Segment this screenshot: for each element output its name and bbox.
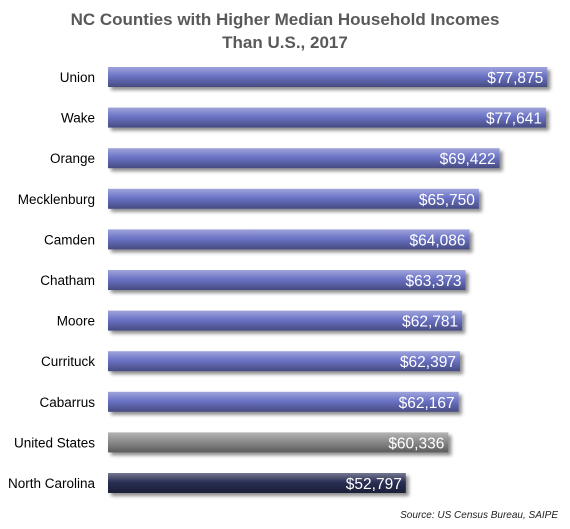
bar <box>108 107 546 128</box>
bar <box>108 67 548 87</box>
value-label: $69,422 <box>440 151 496 168</box>
value-label: $77,641 <box>486 111 542 128</box>
bar <box>108 148 500 169</box>
category-label: Cabarrus <box>39 395 95 410</box>
value-label: $63,373 <box>405 273 461 290</box>
bar <box>108 310 463 331</box>
category-label: North Carolina <box>8 476 96 491</box>
chart-title: NC Counties with Higher Median Household… <box>0 8 570 54</box>
category-label: Chatham <box>40 273 95 288</box>
value-label: $77,875 <box>487 70 543 87</box>
bar <box>108 432 449 453</box>
bars-layer: Union $77,875 Wake $77,641 Orange $69,422 Meck… <box>8 67 548 493</box>
bar <box>108 270 466 290</box>
category-label: Currituck <box>41 354 95 369</box>
value-label: $62,167 <box>399 395 455 412</box>
category-label: Wake <box>61 111 95 126</box>
category-label: Moore <box>57 314 95 329</box>
chart-title-line1: NC Counties with Higher Median Household… <box>70 10 500 29</box>
category-label: Union <box>60 70 95 85</box>
bar <box>108 391 459 412</box>
value-label: $65,750 <box>419 192 475 209</box>
bar <box>108 351 460 372</box>
source-note: Source: US Census Bureau, SAIPE <box>400 510 558 521</box>
category-label: Mecklenburg <box>18 192 95 207</box>
bar <box>108 473 406 493</box>
value-label: $62,781 <box>402 314 458 331</box>
bar <box>108 188 479 209</box>
value-label: $60,336 <box>388 435 444 452</box>
value-label: $62,397 <box>400 354 456 371</box>
category-label: Orange <box>50 151 95 166</box>
value-label: $64,086 <box>409 232 465 249</box>
category-label: Camden <box>44 232 95 247</box>
category-label: United States <box>14 435 95 450</box>
bar <box>108 229 470 250</box>
chart-title-line2: Than U.S., 2017 <box>222 33 348 52</box>
value-label: $52,797 <box>346 476 402 493</box>
